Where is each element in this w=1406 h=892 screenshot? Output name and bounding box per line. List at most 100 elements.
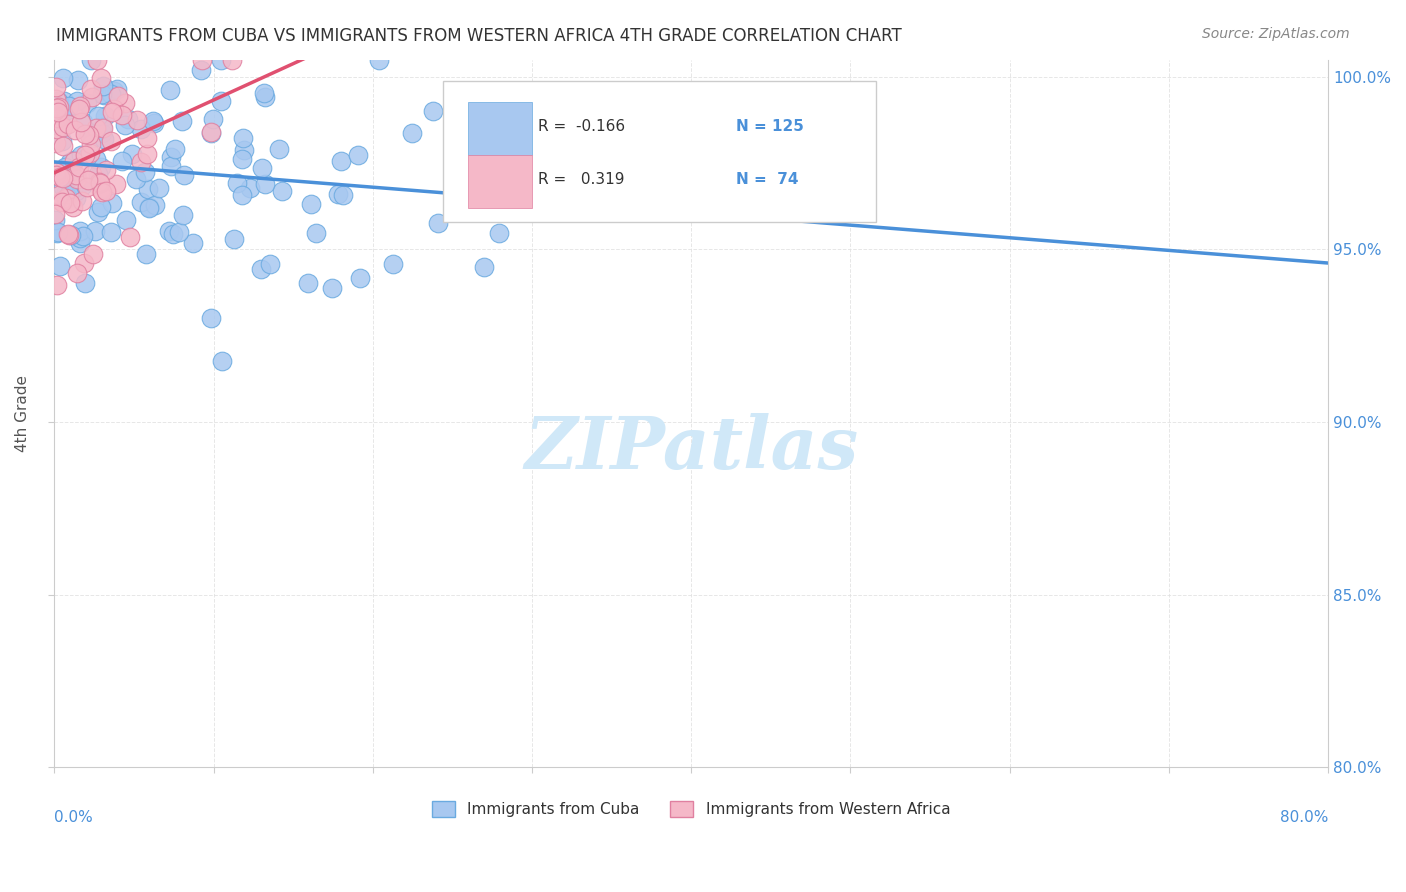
Point [136,182,159,196]
Point [84,120,107,135]
Point [65,123,87,137]
Point [259,257,281,271]
Text: ZIPatlas: ZIPatlas [524,413,858,484]
Point [202,112,225,127]
Point [159,150,181,164]
Point [135,147,157,161]
Point [209,53,232,67]
Point [90,87,112,101]
Point [53,94,76,108]
Point [125,172,148,186]
Point [52,179,75,194]
Point [167,225,190,239]
Point [45,80,67,95]
Point [69,236,91,251]
Point [62,200,84,214]
Point [44,212,66,227]
Point [45,165,67,179]
Point [93,131,115,145]
Point [110,153,132,168]
Point [101,105,124,120]
Point [135,247,157,261]
Point [107,89,129,103]
Point [89,160,111,174]
Point [595,124,617,138]
Text: R =  -0.166: R = -0.166 [538,120,626,135]
Point [67,161,90,175]
Point [72,228,94,243]
Point [472,260,495,274]
Point [55,191,77,205]
Point [368,53,391,67]
Point [79,81,101,95]
Text: N = 125: N = 125 [735,120,804,135]
Point [143,115,166,129]
Point [70,115,93,129]
Point [59,154,82,169]
Point [249,261,271,276]
Text: R =   0.319: R = 0.319 [538,172,624,187]
Point [94,109,117,123]
Point [72,114,94,128]
Point [52,170,75,185]
Point [67,73,90,87]
Point [70,179,93,194]
Point [211,353,233,368]
Point [381,257,404,271]
Point [93,88,115,103]
Point [100,87,122,102]
Point [148,181,170,195]
Point [100,226,122,240]
Point [87,109,110,123]
Point [83,224,105,238]
Point [65,168,87,182]
Point [49,259,72,273]
Point [73,148,96,162]
Point [69,231,91,245]
Point [239,181,262,195]
Point [121,147,143,161]
Point [53,161,76,175]
Point [173,168,195,182]
Point [48,167,70,181]
FancyBboxPatch shape [443,81,876,222]
Y-axis label: 4th Grade: 4th Grade [15,375,30,452]
Point [59,163,82,178]
Point [90,126,112,140]
Point [53,102,76,116]
Point [172,114,194,128]
Point [48,100,70,114]
Point [48,120,70,135]
Point [73,127,96,141]
Point [58,99,80,113]
Point [86,53,108,67]
Point [51,134,73,148]
Point [299,196,322,211]
Point [125,113,148,128]
Point [142,114,165,128]
Text: IMMIGRANTS FROM CUBA VS IMMIGRANTS FROM WESTERN AFRICA 4TH GRADE CORRELATION CHA: IMMIGRANTS FROM CUBA VS IMMIGRANTS FROM … [56,27,903,45]
Text: 80.0%: 80.0% [1279,810,1329,825]
Point [65,184,87,198]
Point [304,226,326,240]
Point [66,267,89,281]
Point [49,112,72,127]
Point [91,78,114,93]
Point [45,101,67,115]
Point [100,134,122,148]
Point [332,188,354,202]
Point [62,182,84,196]
Point [55,186,77,200]
Point [89,177,111,191]
Point [118,230,141,244]
Point [86,152,108,166]
FancyBboxPatch shape [468,155,531,208]
Point [58,186,80,201]
Point [103,84,125,98]
Point [200,126,222,140]
Point [91,120,114,135]
Point [52,139,75,153]
Point [66,172,89,186]
Point [267,142,290,156]
Point [87,167,110,181]
